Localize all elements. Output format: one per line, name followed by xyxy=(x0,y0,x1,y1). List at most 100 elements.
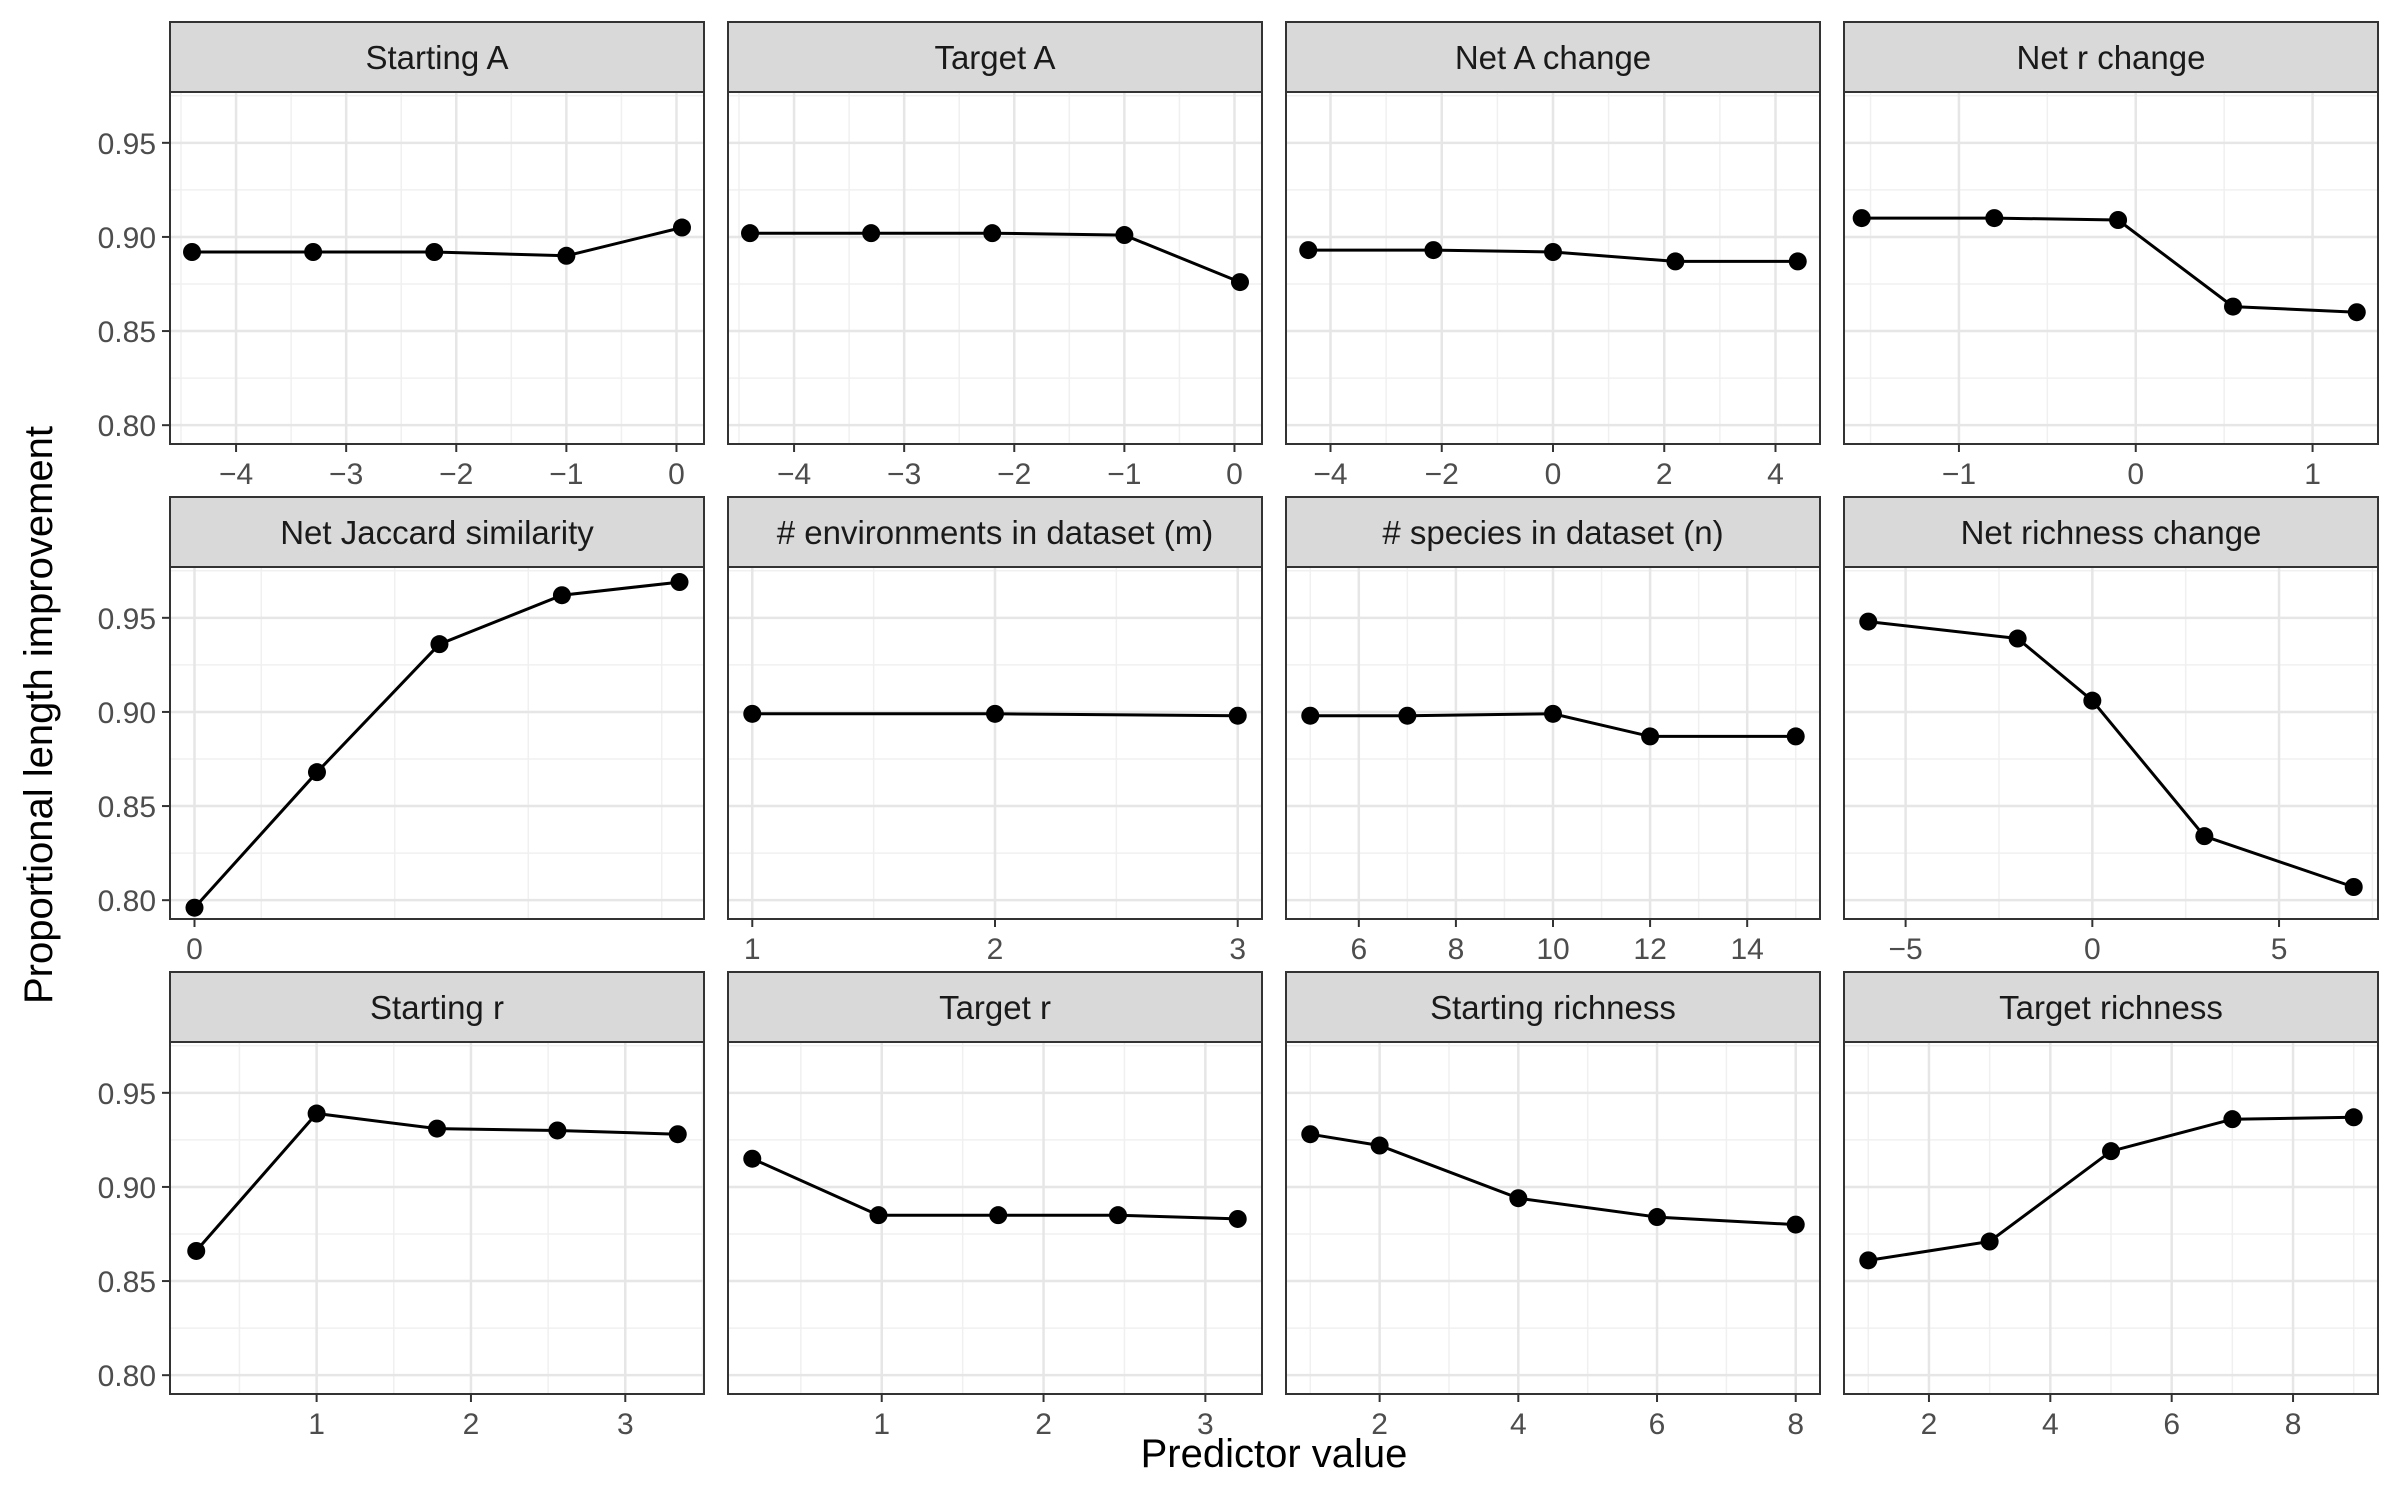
panel-1: Starting A −4 −3 −2 −1 0 0.80 0.85 0.90 0.95 xyxy=(98,21,705,491)
data-point xyxy=(2083,691,2102,710)
x-tick-label: 0 xyxy=(668,458,685,491)
facet-title: Net richness change xyxy=(1961,514,2262,551)
data-point xyxy=(2347,303,2366,322)
data-point xyxy=(1980,1232,1999,1251)
data-point xyxy=(307,763,326,782)
x-tick-label: 2 xyxy=(1656,458,1673,491)
x-tick-label: 2 xyxy=(463,1408,480,1441)
x-tick-label: 1 xyxy=(873,1408,890,1441)
data-point xyxy=(185,898,204,917)
data-point xyxy=(1228,706,1247,725)
x-tick-label: −2 xyxy=(1425,458,1459,491)
data-point xyxy=(1301,1125,1320,1144)
x-tick-label: 2 xyxy=(987,933,1004,966)
panel-3: Net A change −4 −2 0 2 4 xyxy=(1285,21,1821,491)
panel-border xyxy=(169,1041,705,1395)
x-tick-label: −2 xyxy=(439,458,473,491)
panel-border xyxy=(169,566,705,920)
x-tick-label: 0 xyxy=(1226,458,1243,491)
x-tick-label: 0 xyxy=(2084,933,2101,966)
panel-background xyxy=(170,92,704,444)
x-tick-label: 8 xyxy=(1448,933,1465,966)
data-point xyxy=(1108,1206,1127,1225)
panel-background xyxy=(170,567,704,919)
data-point xyxy=(557,246,576,265)
x-tick-label: −3 xyxy=(329,458,363,491)
y-tick-label: 0.85 xyxy=(98,316,156,349)
facet-title: Target r xyxy=(939,989,1051,1026)
panel-7: # species in dataset (n) 6 8 10 12 14 xyxy=(1285,496,1821,966)
data-point xyxy=(1788,252,1807,271)
panel-12: Target richness 2 4 6 8 xyxy=(1843,971,2379,1441)
data-point xyxy=(1544,704,1562,723)
data-point xyxy=(743,704,762,723)
y-tick-label: 0.90 xyxy=(98,1172,156,1205)
panel-4: Net r change −1 0 1 xyxy=(1843,21,2379,491)
x-tick-label: 2 xyxy=(1921,1408,1938,1441)
facet-title: Net Jaccard similarity xyxy=(280,514,594,551)
data-point xyxy=(1544,243,1562,261)
data-point xyxy=(1424,241,1443,260)
panel-6: # environments in dataset (m) 1 2 3 xyxy=(727,496,1263,966)
data-point xyxy=(989,1206,1008,1225)
panel-background xyxy=(1286,1042,1820,1394)
data-point xyxy=(1301,706,1320,725)
x-tick-label: 6 xyxy=(1350,933,1367,966)
panel-border xyxy=(169,91,705,445)
x-tick-label: −3 xyxy=(887,458,921,491)
x-tick-label: 1 xyxy=(2304,458,2321,491)
data-point xyxy=(743,1149,762,1168)
x-tick-label: 1 xyxy=(744,933,761,966)
x-tick-label: −4 xyxy=(1313,458,1347,491)
facet-title: Starting A xyxy=(365,39,508,76)
data-point xyxy=(668,1125,687,1144)
data-point xyxy=(1648,1208,1667,1227)
facet-title: Net A change xyxy=(1455,39,1651,76)
facet-strip xyxy=(1285,21,1821,93)
data-point xyxy=(1370,1136,1389,1155)
data-point xyxy=(552,586,571,605)
data-point xyxy=(2008,629,2027,648)
panel-background xyxy=(1844,567,2378,919)
data-point xyxy=(183,243,202,261)
data-point xyxy=(869,1206,888,1225)
facet-strip xyxy=(1843,21,2379,93)
facet-title: Starting richness xyxy=(1430,989,1676,1026)
data-point xyxy=(983,224,1002,243)
y-tick-label: 0.80 xyxy=(98,1360,156,1393)
data-point xyxy=(672,218,691,237)
x-tick-label: −5 xyxy=(1889,933,1923,966)
panel-9: Starting r 1 2 3 0.80 0.85 0.90 0.95 xyxy=(98,971,705,1441)
panel-border xyxy=(1843,566,2379,920)
x-tick-label: −1 xyxy=(1942,458,1976,491)
panel-8: Net richness change −5 0 5 xyxy=(1843,496,2379,966)
y-tick-label: 0.95 xyxy=(98,603,156,636)
panel-background xyxy=(170,1042,704,1394)
facet-strip xyxy=(1285,496,1821,568)
x-tick-label: 4 xyxy=(2042,1408,2059,1441)
data-point xyxy=(986,704,1004,723)
x-tick-label: 3 xyxy=(617,1408,634,1441)
data-point xyxy=(1859,612,1878,631)
y-tick-label: 0.85 xyxy=(98,791,156,824)
panel-11: Starting richness 2 4 6 8 xyxy=(1285,971,1821,1441)
y-axis-title: Proportional length improvement xyxy=(17,426,61,1004)
x-tick-label: 0 xyxy=(186,933,203,966)
data-point xyxy=(741,224,760,243)
data-point xyxy=(670,573,689,592)
facet-strip xyxy=(1843,971,2379,1043)
x-tick-label: 0 xyxy=(2127,458,2144,491)
x-tick-label: 0 xyxy=(1545,458,1562,491)
x-tick-label: −1 xyxy=(549,458,583,491)
x-tick-label: 14 xyxy=(1730,933,1763,966)
panel-border xyxy=(727,91,1263,445)
y-tick-label: 0.90 xyxy=(98,697,156,730)
data-point xyxy=(1985,209,2004,228)
data-point xyxy=(2344,878,2363,896)
data-point xyxy=(2109,211,2128,229)
data-point xyxy=(1859,1251,1878,1270)
facet-title: Target A xyxy=(934,39,1055,76)
y-tick-label: 0.80 xyxy=(98,885,156,918)
x-tick-label: 5 xyxy=(2271,933,2288,966)
